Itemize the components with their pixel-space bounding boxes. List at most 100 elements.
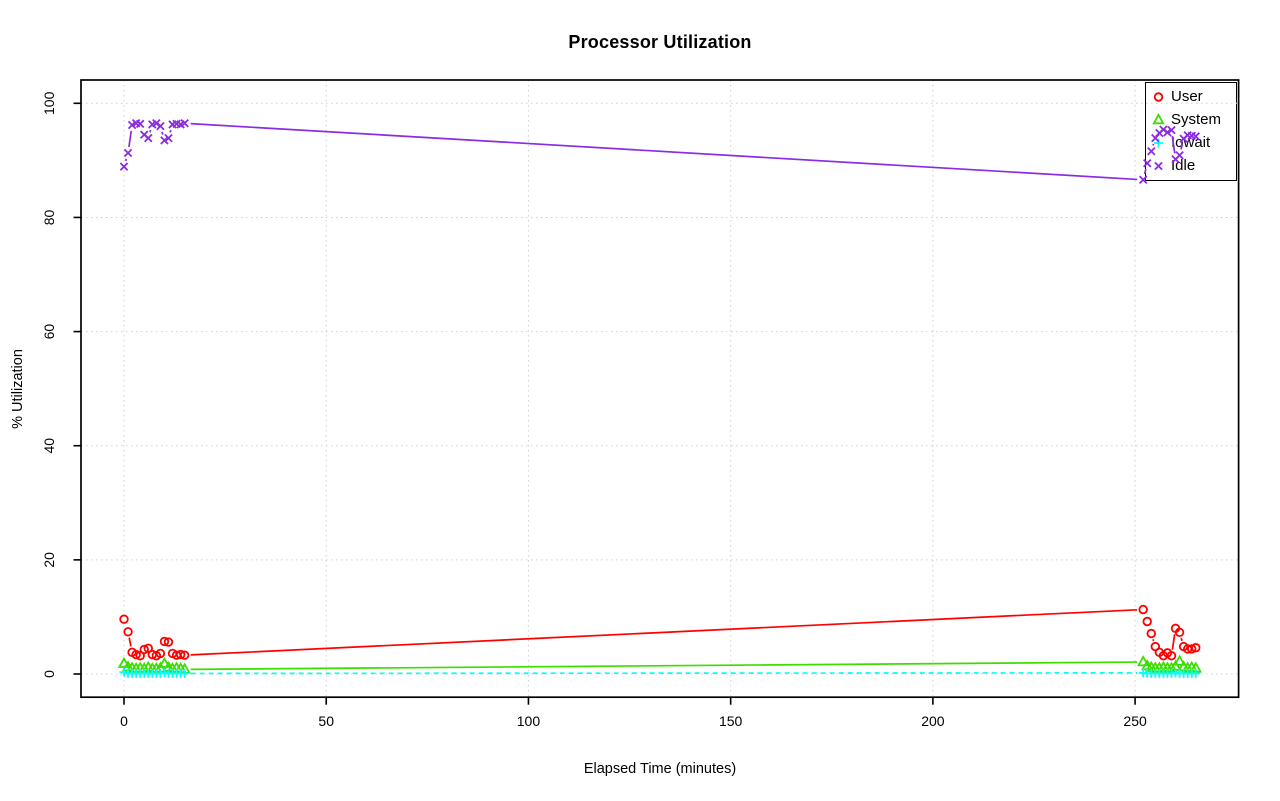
series-idle xyxy=(119,119,1201,185)
point-circle xyxy=(1191,643,1201,653)
point-plus xyxy=(139,668,149,678)
point-circle xyxy=(151,651,162,661)
series-system xyxy=(117,654,1203,674)
point-circle xyxy=(119,614,129,624)
y-tick-label: 0 xyxy=(41,670,57,678)
iowait-plus-icon xyxy=(1154,138,1163,148)
series-segment xyxy=(161,131,164,135)
legend: User System Iowait Idle xyxy=(1145,82,1237,181)
point-circle xyxy=(175,649,186,660)
y-tick-label: 20 xyxy=(41,552,57,568)
point-plus xyxy=(123,668,133,678)
point-plus xyxy=(151,668,161,678)
point-x xyxy=(172,119,181,129)
point-plus xyxy=(176,668,186,678)
point-plus xyxy=(1154,138,1163,148)
y-tick-label: 100 xyxy=(41,91,57,115)
point-plus xyxy=(1154,668,1164,678)
x-tick-label: 50 xyxy=(318,713,334,729)
chart-title: Processor Utilization xyxy=(568,32,752,52)
point-triangle xyxy=(1189,661,1203,673)
point-circle xyxy=(131,649,141,660)
legend-label-user: User xyxy=(1171,88,1203,106)
point-circle xyxy=(1178,641,1189,652)
point-triangle xyxy=(1145,660,1158,672)
point-triangle xyxy=(166,661,179,674)
point-x xyxy=(156,121,165,131)
point-x xyxy=(144,133,153,143)
point-plus xyxy=(1191,668,1201,678)
point-triangle xyxy=(1169,659,1182,671)
x-tick-label: 100 xyxy=(517,713,541,729)
point-triangle xyxy=(150,661,163,674)
point-triangle xyxy=(1152,113,1165,125)
idle-x-icon xyxy=(1154,161,1163,170)
point-x xyxy=(164,133,173,143)
point-circle xyxy=(1150,641,1161,652)
series-segment xyxy=(190,122,1138,181)
point-circle xyxy=(135,651,145,661)
point-circle xyxy=(139,644,149,655)
series-segment xyxy=(190,661,1138,671)
point-circle xyxy=(1182,644,1193,654)
point-x xyxy=(131,119,141,128)
point-triangle xyxy=(1161,661,1174,673)
point-triangle xyxy=(1157,660,1170,672)
x-tick-label: 150 xyxy=(719,713,743,729)
point-plus xyxy=(1150,668,1160,678)
point-circle xyxy=(1162,648,1173,658)
point-plus xyxy=(1179,668,1189,678)
series-iowait xyxy=(119,667,1201,678)
user-circle-icon xyxy=(1153,92,1164,103)
point-x xyxy=(135,119,145,129)
point-plus xyxy=(1171,668,1181,678)
series-segment xyxy=(1152,638,1155,642)
point-x xyxy=(1154,161,1163,170)
legend-label-idle: Idle xyxy=(1171,156,1196,174)
point-triangle xyxy=(162,660,175,672)
point-plus xyxy=(168,668,178,678)
legend-item-system: System xyxy=(1150,109,1236,131)
y-tick-label: 80 xyxy=(41,209,57,225)
point-triangle xyxy=(170,661,183,673)
point-x xyxy=(180,119,189,128)
point-triangle xyxy=(1173,654,1186,666)
series-user xyxy=(119,604,1201,661)
point-triangle xyxy=(1181,661,1194,673)
point-triangle xyxy=(1149,661,1162,673)
point-plus xyxy=(1158,668,1168,678)
point-plus xyxy=(143,668,153,678)
point-triangle xyxy=(1140,659,1154,671)
point-plus xyxy=(135,668,145,678)
point-triangle xyxy=(178,662,191,674)
series-segment xyxy=(169,129,172,133)
point-circle xyxy=(1146,628,1156,639)
point-triangle xyxy=(158,656,171,668)
point-circle xyxy=(179,650,190,660)
point-circle xyxy=(127,647,137,658)
point-x xyxy=(160,136,169,145)
x-axis-title: Elapsed Time (minutes) xyxy=(583,761,737,777)
point-circle xyxy=(1154,647,1165,658)
axes: 0 50 100 150 200 250 0 20 40 60 80 100 xyxy=(41,91,1147,729)
y-tick-label: 60 xyxy=(41,324,57,340)
point-circle xyxy=(123,627,133,637)
point-x xyxy=(139,130,149,139)
gridlines xyxy=(81,80,1239,698)
point-circle xyxy=(171,650,182,660)
point-triangle xyxy=(1165,661,1178,673)
point-plus xyxy=(1183,668,1193,678)
series-segment xyxy=(190,608,1138,656)
point-circle xyxy=(1187,644,1197,654)
point-triangle xyxy=(1177,660,1190,672)
legend-label-system: System xyxy=(1171,111,1222,129)
series-segment xyxy=(190,672,1138,675)
point-circle xyxy=(155,648,166,659)
point-plus xyxy=(131,668,141,678)
point-plus xyxy=(1162,668,1172,678)
system-triangle-icon xyxy=(1152,113,1165,125)
point-triangle xyxy=(154,661,167,673)
point-triangle xyxy=(121,660,135,672)
point-plus xyxy=(1187,668,1197,678)
